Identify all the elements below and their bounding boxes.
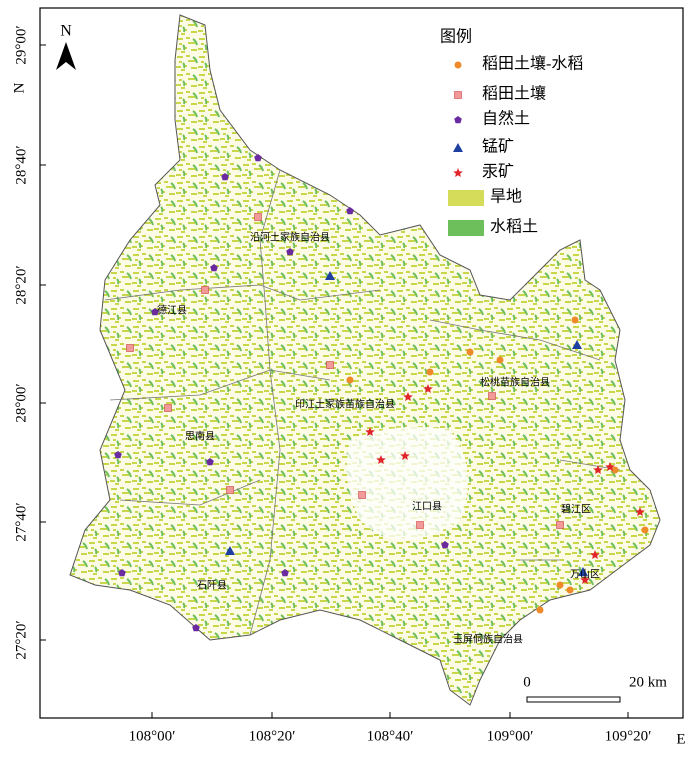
county-label: 石阡县 [197,579,227,591]
mercury-mine [635,507,645,516]
lat-unit: N [11,82,27,93]
sample-paddy [126,344,134,352]
legend-label: 锰矿 [482,138,514,156]
lon-label: 108°00′ [129,728,176,744]
county-label: 德江县 [157,303,187,316]
scale-end: 20 km [629,674,667,690]
dryland-swatch [448,190,484,206]
sample-paddy [488,392,496,400]
scale-bar: 0 20 km [523,674,667,703]
mercury-mine [423,384,433,393]
sample-paddy [358,491,366,499]
sample-rice [426,368,434,376]
sample-natural [454,116,462,124]
sample-rice [346,376,354,384]
mercury-mine [403,392,413,401]
manganese-mine [572,340,582,349]
county-label: 松桃苗族自治县 [480,375,550,388]
sample-natural [346,207,354,215]
paddy-swatch [448,220,484,236]
lon-label: 109°00′ [487,728,534,744]
sample-natural [281,569,289,577]
legend-label: 汞矿 [482,163,514,181]
sample-natural [254,154,262,162]
mercury-mine [453,168,463,177]
lat-label: 28°40′ [13,145,29,184]
sample-paddy [556,521,564,529]
sample-rice [466,348,474,356]
manganese-mine [325,271,335,280]
sample-natural [221,173,229,181]
lon-label: 108°40′ [367,728,414,744]
sample-natural [151,308,159,316]
sample-rice [571,316,579,324]
sample-natural [118,569,126,577]
sample-paddy [164,404,172,412]
sample-paddy [326,361,334,369]
county-boundary [104,169,621,636]
county-label: 玉屏侗族自治县 [453,632,523,645]
mercury-mine [376,455,386,464]
sample-natural [206,458,214,466]
lon-label: 109°20′ [605,728,652,744]
sample-paddy [226,486,234,494]
lat-label: 28°20′ [13,265,29,304]
county-label: 万山区 [570,568,600,580]
legend-label: 水稻土 [490,218,538,236]
sample-rice [566,586,574,594]
manganese-mine [453,143,463,152]
county-label: 碧江区 [561,503,591,515]
blank-area [346,426,468,540]
county-label: 思南县 [185,429,215,442]
county-label: 沿河土家族自治县 [250,230,330,243]
sample-natural [210,264,218,272]
sample-paddy [201,286,209,294]
north-arrow: N [56,23,76,70]
map-frame [39,7,684,719]
legend-label: 旱地 [490,188,522,206]
sample-rice [536,606,544,614]
study-area [69,14,661,706]
legend-label: 稻田土壤-水稻 [482,54,583,73]
county-label: 印江土家族苗族自治县 [295,397,395,410]
legend-label: 稻田土壤 [482,84,546,103]
sample-rice [556,581,564,589]
lon-unit: E [676,731,685,747]
sample-natural [192,624,200,632]
north-label: N [60,23,72,40]
manganese-mine [225,546,235,555]
sample-paddy [454,91,462,99]
sample-natural [441,541,449,549]
sample-natural [286,248,294,256]
lat-label: 27°40′ [13,502,29,541]
mercury-mine [593,465,603,474]
lat-label: 28°00′ [13,383,29,422]
lat-label: 27°20′ [13,620,29,659]
sample-rice [496,356,504,364]
mercury-mine [580,575,590,584]
legend-title: 图例 [440,28,472,46]
sample-rice [454,61,462,69]
lon-label: 108°20′ [249,728,296,744]
legend-label: 自然土 [482,110,530,128]
lat-label: 29°00′ [13,25,29,64]
sample-natural [114,451,122,459]
scale-start: 0 [523,674,531,690]
sample-paddy [254,213,262,221]
mercury-mine [605,462,615,471]
sample-rice [611,466,619,474]
mercury-mine [365,427,375,436]
mercury-mine [590,550,600,559]
sample-rice [641,526,649,534]
mercury-mine [400,451,410,460]
manganese-mine [578,567,588,576]
sample-paddy [416,521,424,529]
county-label: 江口县 [412,500,442,512]
